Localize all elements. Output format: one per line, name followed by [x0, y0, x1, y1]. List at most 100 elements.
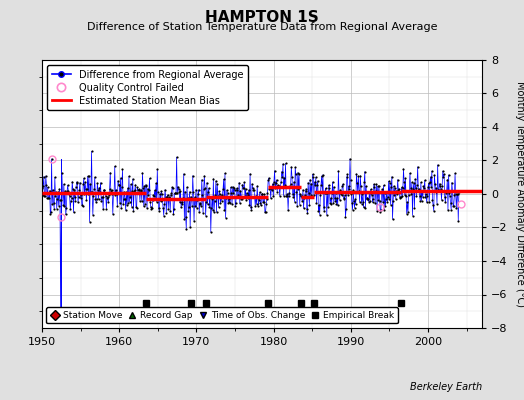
Point — [420, 185, 428, 191]
Point — [225, 196, 233, 202]
Point — [255, 197, 263, 203]
Point — [453, 191, 461, 197]
Point — [382, 196, 390, 203]
Point — [49, 200, 58, 206]
Point — [443, 176, 452, 183]
Point — [303, 206, 311, 212]
Point — [120, 189, 128, 195]
Point — [197, 203, 205, 209]
Point — [155, 205, 163, 212]
Point — [215, 188, 223, 195]
Point — [261, 209, 269, 216]
Point — [124, 200, 133, 206]
Point — [82, 197, 91, 203]
Point — [338, 182, 346, 189]
Point — [278, 174, 287, 180]
Point — [191, 194, 199, 200]
Point — [281, 182, 289, 188]
Point — [357, 200, 366, 207]
Point — [202, 198, 211, 205]
Point — [239, 184, 248, 191]
Point — [341, 214, 350, 220]
Point — [130, 188, 138, 194]
Point — [412, 193, 421, 199]
Point — [140, 183, 149, 189]
Point — [237, 196, 245, 202]
Point — [43, 195, 51, 202]
Point — [50, 205, 58, 212]
Text: Difference of Station Temperature Data from Regional Average: Difference of Station Temperature Data f… — [87, 22, 437, 32]
Point — [221, 170, 229, 176]
Point — [369, 181, 378, 187]
Point — [147, 206, 156, 212]
Point — [122, 189, 130, 196]
Point — [58, 190, 67, 196]
Point — [253, 201, 261, 207]
Point — [278, 168, 286, 175]
Point — [67, 198, 75, 204]
Point — [90, 186, 99, 192]
Point — [318, 173, 326, 179]
Point — [380, 190, 389, 196]
Point — [134, 187, 143, 194]
Point — [435, 180, 444, 187]
Point — [250, 186, 258, 193]
Point — [246, 170, 254, 177]
Point — [370, 184, 379, 190]
Point — [333, 195, 341, 202]
Point — [438, 183, 446, 190]
Point — [452, 191, 460, 198]
Point — [428, 197, 436, 203]
Point — [42, 182, 51, 188]
Point — [329, 200, 337, 206]
Point — [150, 193, 158, 199]
Point — [214, 204, 223, 210]
Point — [107, 188, 115, 194]
Point — [212, 209, 221, 215]
Point — [145, 187, 153, 193]
Point — [335, 189, 343, 195]
Point — [355, 188, 363, 195]
Point — [232, 200, 240, 206]
Point — [47, 209, 55, 215]
Point — [101, 190, 110, 196]
Point — [421, 177, 429, 183]
Point — [409, 186, 417, 192]
Point — [258, 191, 267, 197]
Point — [188, 203, 196, 209]
Point — [185, 188, 194, 195]
Point — [340, 195, 348, 201]
Point — [193, 197, 201, 204]
Point — [319, 204, 328, 210]
Point — [422, 199, 431, 205]
Point — [424, 180, 433, 186]
Point — [314, 208, 323, 215]
Point — [41, 192, 49, 199]
Point — [345, 186, 354, 192]
Point — [94, 186, 102, 193]
Point — [384, 193, 392, 200]
Point — [268, 187, 276, 194]
Point — [297, 193, 305, 200]
Point — [191, 203, 200, 210]
Point — [127, 203, 136, 210]
Point — [176, 199, 184, 206]
Point — [116, 175, 125, 181]
Point — [183, 195, 192, 202]
Point — [57, 196, 66, 203]
Point — [208, 196, 216, 202]
Point — [321, 185, 330, 191]
Point — [192, 204, 201, 211]
Point — [178, 198, 186, 205]
Point — [259, 198, 268, 205]
Point — [118, 184, 126, 190]
Point — [311, 182, 320, 188]
Point — [170, 206, 178, 212]
Point — [189, 189, 198, 195]
Point — [293, 169, 302, 176]
Point — [408, 212, 417, 219]
Point — [248, 185, 257, 191]
Point — [172, 190, 180, 197]
Point — [257, 202, 265, 209]
Point — [298, 193, 306, 199]
